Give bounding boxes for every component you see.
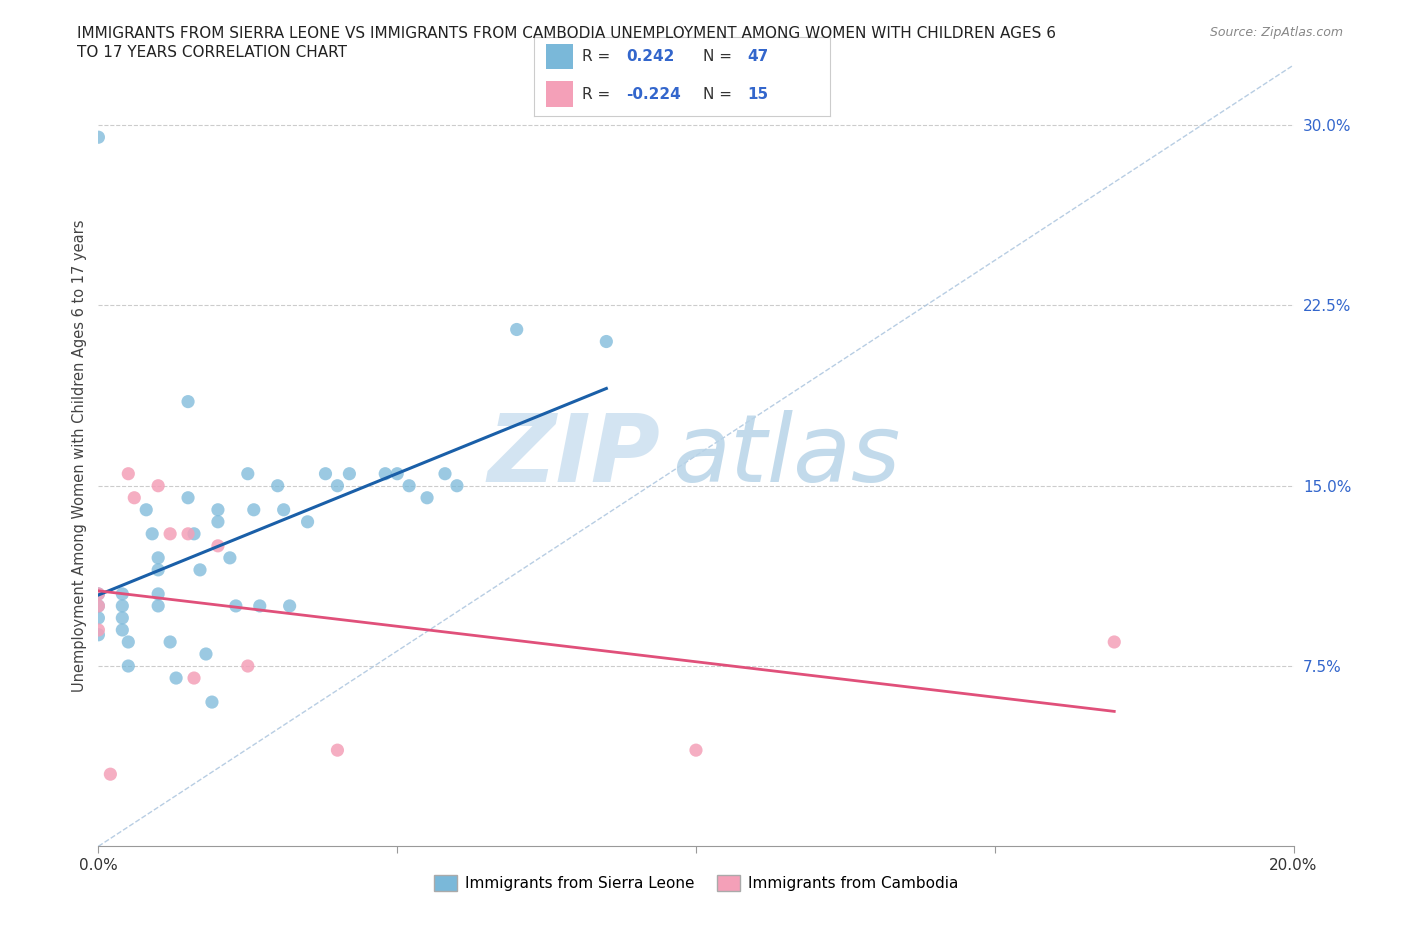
Point xyxy=(87,610,110,625)
Point xyxy=(111,599,134,614)
Point xyxy=(111,610,134,625)
Text: N =: N = xyxy=(703,86,737,101)
Text: IMMIGRANTS FROM SIERRA LEONE VS IMMIGRANTS FROM CAMBODIA UNEMPLOYMENT AMONG WOME: IMMIGRANTS FROM SIERRA LEONE VS IMMIGRAN… xyxy=(77,26,1056,41)
Point xyxy=(177,394,200,409)
Point xyxy=(236,658,259,673)
Point xyxy=(111,587,134,602)
Point xyxy=(385,466,409,481)
Point xyxy=(124,490,146,505)
Point xyxy=(273,502,295,517)
Point xyxy=(595,334,617,349)
Point xyxy=(141,526,163,541)
Point xyxy=(148,478,170,493)
Point xyxy=(374,466,396,481)
Text: TO 17 YEARS CORRELATION CHART: TO 17 YEARS CORRELATION CHART xyxy=(77,45,347,60)
Point xyxy=(434,466,457,481)
Point xyxy=(117,634,139,649)
Point xyxy=(267,478,290,493)
Text: -0.224: -0.224 xyxy=(626,86,681,101)
Point xyxy=(506,322,529,337)
Point xyxy=(326,478,349,493)
Point xyxy=(87,130,110,145)
Point xyxy=(117,466,139,481)
Point xyxy=(315,466,337,481)
Point xyxy=(685,743,707,758)
Text: R =: R = xyxy=(582,48,614,63)
Point xyxy=(177,490,200,505)
Point xyxy=(326,743,349,758)
Point xyxy=(165,671,187,685)
Point xyxy=(225,599,247,614)
Point xyxy=(188,563,211,578)
Point xyxy=(219,551,242,565)
Bar xyxy=(546,82,572,107)
Point xyxy=(236,466,259,481)
Point xyxy=(183,526,205,541)
Text: Source: ZipAtlas.com: Source: ZipAtlas.com xyxy=(1209,26,1343,39)
Point xyxy=(98,766,122,781)
Point xyxy=(87,599,110,614)
Point xyxy=(249,599,271,614)
Text: atlas: atlas xyxy=(672,410,900,501)
Point xyxy=(111,622,134,637)
Point xyxy=(87,622,110,637)
Point xyxy=(177,526,200,541)
Text: N =: N = xyxy=(703,48,737,63)
Text: 47: 47 xyxy=(747,48,768,63)
Text: 15: 15 xyxy=(747,86,768,101)
Point xyxy=(148,551,170,565)
Legend: Immigrants from Sierra Leone, Immigrants from Cambodia: Immigrants from Sierra Leone, Immigrants… xyxy=(427,869,965,897)
Point xyxy=(1104,634,1126,649)
Text: 0.242: 0.242 xyxy=(626,48,675,63)
Point xyxy=(416,490,439,505)
Point xyxy=(87,628,110,643)
Point xyxy=(148,563,170,578)
Point xyxy=(87,587,110,602)
Point xyxy=(195,646,218,661)
Point xyxy=(243,502,266,517)
Point xyxy=(339,466,361,481)
Point xyxy=(148,599,170,614)
Point xyxy=(207,502,229,517)
Y-axis label: Unemployment Among Women with Children Ages 6 to 17 years: Unemployment Among Women with Children A… xyxy=(72,219,87,692)
Bar xyxy=(546,44,572,69)
Point xyxy=(159,526,181,541)
Point xyxy=(201,695,224,710)
Point xyxy=(159,634,181,649)
Point xyxy=(87,587,110,602)
Text: R =: R = xyxy=(582,86,614,101)
Point xyxy=(135,502,157,517)
Point xyxy=(398,478,420,493)
Point xyxy=(207,514,229,529)
Point xyxy=(117,658,139,673)
Point xyxy=(183,671,205,685)
Text: ZIP: ZIP xyxy=(488,410,661,501)
Point xyxy=(87,599,110,614)
Point xyxy=(207,538,229,553)
Point xyxy=(278,599,301,614)
Point xyxy=(148,587,170,602)
Point xyxy=(297,514,319,529)
Point xyxy=(446,478,468,493)
